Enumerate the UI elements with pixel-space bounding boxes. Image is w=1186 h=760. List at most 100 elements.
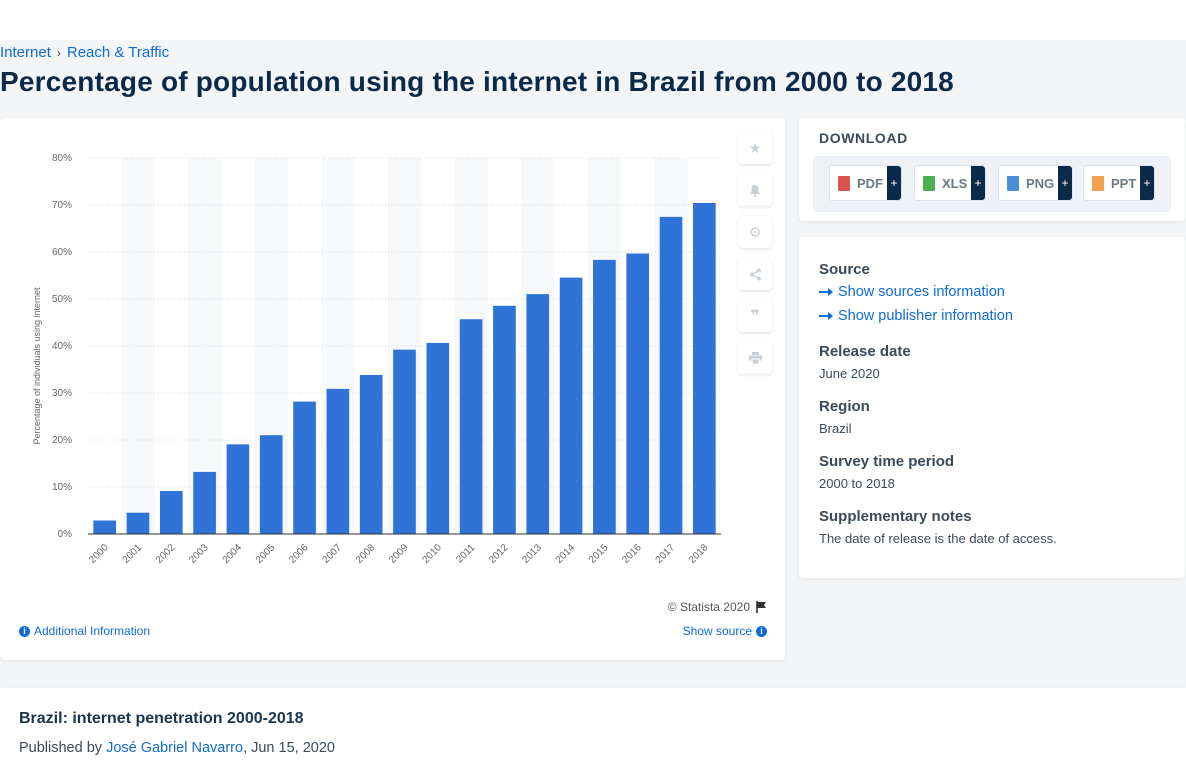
breadcrumb-item-internet[interactable]: Internet xyxy=(0,44,51,61)
breadcrumb: Internet › Reach & Traffic xyxy=(0,44,169,61)
bar xyxy=(259,435,283,534)
bar xyxy=(159,490,183,534)
star-icon: ★ xyxy=(748,139,762,156)
x-tick-label: 2011 xyxy=(454,542,477,565)
arrow-right-icon xyxy=(819,288,833,296)
y-tick-label: 10% xyxy=(52,482,72,493)
bar xyxy=(426,342,450,534)
bar xyxy=(593,259,616,534)
supplementary-notes-value: The date of release is the date of acces… xyxy=(819,531,1057,546)
chart-card: 0% 10% 20% 30% 40% 50% 60% 70% 80% Percentage of … xyxy=(0,118,785,660)
survey-period-heading: Survey time period xyxy=(819,453,955,470)
show-sources-label: Show sources information xyxy=(838,284,1005,300)
y-tick-label: 80% xyxy=(52,153,72,164)
y-tick-label: 20% xyxy=(52,435,72,446)
share-button[interactable] xyxy=(738,258,772,290)
info-icon: i xyxy=(19,625,30,637)
x-tick-label: 2009 xyxy=(387,542,411,566)
x-tick-label: 2017 xyxy=(654,542,678,566)
x-tick-label: 2008 xyxy=(354,542,378,566)
breadcrumb-item-reach-traffic[interactable]: Reach & Traffic xyxy=(66,44,170,61)
download-format-label: PDF xyxy=(857,175,883,191)
bar xyxy=(359,374,383,534)
xls-file-icon xyxy=(923,175,935,191)
x-tick-label: 2002 xyxy=(154,542,178,566)
favorite-button[interactable]: ★ xyxy=(738,132,772,164)
bar xyxy=(293,401,316,534)
x-tick-label: 2003 xyxy=(187,542,211,566)
x-tick-label: 2016 xyxy=(620,542,644,566)
bar xyxy=(626,253,650,534)
statistic-summary-card: Brazil: internet penetration 2000-2018 P… xyxy=(0,688,1186,760)
bar xyxy=(693,202,716,534)
ppt-file-icon xyxy=(1092,175,1104,191)
supplementary-notes-heading: Supplementary notes xyxy=(819,508,972,525)
release-date-heading: Release date xyxy=(819,343,911,360)
bar xyxy=(526,294,550,534)
x-tick-label: 2004 xyxy=(221,542,245,566)
region-value: Brazil xyxy=(819,421,852,436)
y-tick-label: 0% xyxy=(58,529,73,540)
bar xyxy=(326,388,350,534)
download-png-button[interactable]: PNG + xyxy=(998,165,1073,201)
additional-information-label: Additional Information xyxy=(34,624,151,638)
download-format-label: PPT xyxy=(1111,175,1137,191)
show-publisher-link[interactable]: Show publisher information xyxy=(819,308,1013,324)
x-tick-label: 2006 xyxy=(287,542,311,566)
publication-info: Published by José Gabriel Navarro, Jun 1… xyxy=(19,740,335,756)
column-band xyxy=(121,158,155,534)
settings-button[interactable]: ⚙ xyxy=(738,216,772,248)
bar xyxy=(559,277,583,534)
plus-icon: + xyxy=(971,166,985,200)
statistic-summary-title: Brazil: internet penetration 2000-2018 xyxy=(19,710,304,727)
show-publisher-label: Show publisher information xyxy=(838,308,1013,324)
y-tick-label: 30% xyxy=(52,388,72,399)
download-title: DOWNLOAD xyxy=(819,130,908,146)
bar xyxy=(493,305,516,534)
show-sources-link[interactable]: Show sources information xyxy=(819,284,1005,300)
y-tick-label: 60% xyxy=(52,247,72,258)
info-icon: i xyxy=(756,625,767,637)
author-link[interactable]: José Gabriel Navarro xyxy=(106,740,244,756)
x-tick-label: 2000 xyxy=(87,542,111,566)
y-tick-label: 70% xyxy=(52,200,72,211)
print-icon xyxy=(748,352,762,364)
copyright-text: © Statista 2020 xyxy=(667,600,750,614)
bar xyxy=(226,444,250,534)
x-tick-label: 2012 xyxy=(487,542,511,566)
x-tick-label: 2018 xyxy=(687,542,711,566)
bell-icon xyxy=(750,184,760,197)
download-xls-button[interactable]: XLS + xyxy=(914,165,986,201)
y-tick-label: 50% xyxy=(52,294,72,305)
chart-toolbar: ★ ⚙ ❞ xyxy=(738,132,772,384)
share-icon xyxy=(749,268,761,280)
download-pdf-button[interactable]: PDF + xyxy=(829,165,902,201)
bar xyxy=(393,349,416,534)
survey-period-value: 2000 to 2018 xyxy=(819,476,895,491)
print-button[interactable] xyxy=(738,342,772,374)
statistic-details-card: Source Show sources information Show pub… xyxy=(799,237,1185,578)
bar xyxy=(459,319,483,534)
x-tick-label: 2014 xyxy=(554,542,578,566)
pdf-file-icon xyxy=(838,175,850,191)
download-ppt-button[interactable]: PPT + xyxy=(1083,165,1155,201)
additional-information-link[interactable]: i Additional Information xyxy=(19,624,150,638)
plus-icon: + xyxy=(887,166,901,200)
png-file-icon xyxy=(1007,175,1019,191)
bar xyxy=(93,520,116,534)
x-tick-label: 2005 xyxy=(254,542,278,566)
publication-date: , Jun 15, 2020 xyxy=(243,740,335,756)
copyright-notice: © Statista 2020 xyxy=(668,600,767,614)
published-by-label: Published by xyxy=(19,740,103,756)
notification-button[interactable] xyxy=(738,174,772,206)
top-navigation-bar xyxy=(0,0,1186,40)
flag-icon[interactable] xyxy=(756,601,767,613)
bar xyxy=(126,512,150,534)
page-title: Percentage of population using the inter… xyxy=(0,66,954,97)
y-axis-label: Percentage of individuals using internet xyxy=(32,287,42,445)
cite-button[interactable]: ❞ xyxy=(738,300,772,332)
show-source-link[interactable]: Show source i xyxy=(683,624,767,638)
x-tick-label: 2001 xyxy=(121,542,145,566)
download-format-label: XLS xyxy=(942,175,968,191)
download-format-bar: PDF + XLS + PNG + PPT + xyxy=(813,156,1171,212)
